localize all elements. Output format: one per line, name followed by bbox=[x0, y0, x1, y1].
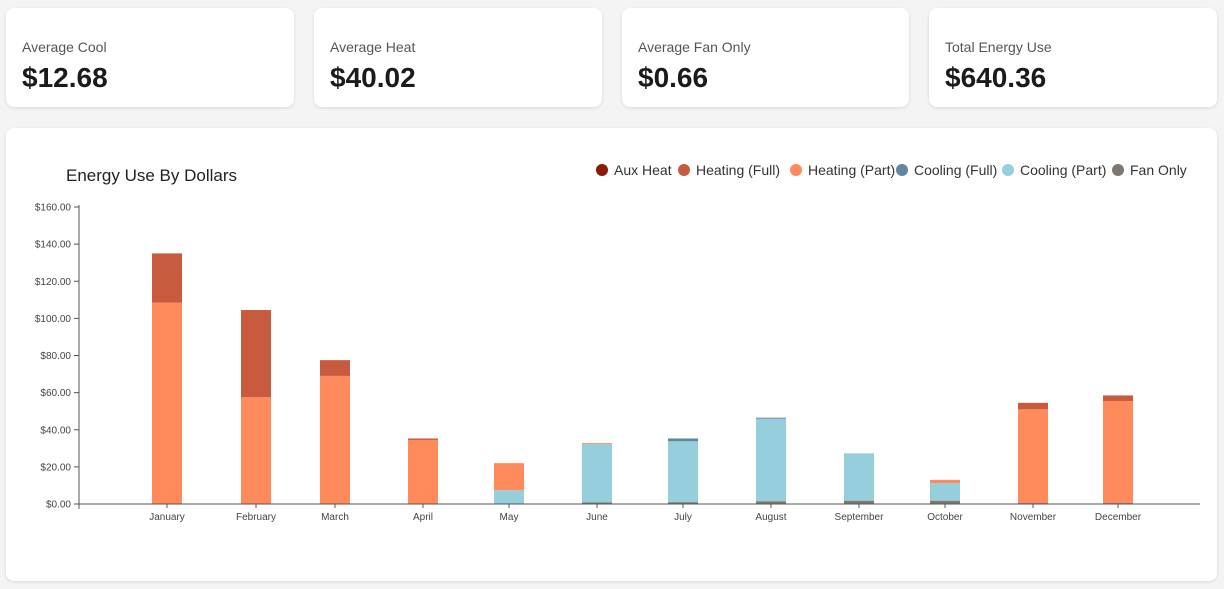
bar-segment-fan-only bbox=[668, 502, 698, 504]
y-tick-label: $160.00 bbox=[35, 203, 72, 214]
bar-segment-heating-full bbox=[1018, 402, 1048, 410]
x-tick-label: July bbox=[674, 512, 692, 523]
y-tick-label: $40.00 bbox=[40, 425, 71, 436]
bar-segment-fan-only bbox=[930, 500, 960, 504]
y-tick-label: $140.00 bbox=[35, 240, 72, 251]
stat-card-average-heat: Average Heat $40.02 bbox=[314, 8, 602, 107]
x-tick-label: September bbox=[835, 512, 885, 523]
bar-segment-heating-part bbox=[1103, 400, 1133, 504]
legend-label: Cooling (Full) bbox=[914, 162, 997, 178]
y-tick-label: $100.00 bbox=[35, 314, 72, 325]
bar-segment-heating-full bbox=[1103, 395, 1133, 401]
y-tick-label: $120.00 bbox=[35, 277, 72, 288]
stat-value: $0.66 bbox=[638, 62, 709, 93]
legend-swatch bbox=[678, 164, 690, 176]
x-tick-label: October bbox=[927, 512, 963, 523]
bar-segment-heating-full bbox=[408, 438, 438, 440]
y-tick-label: $0.00 bbox=[46, 500, 71, 511]
bar-segment-cooling-part bbox=[582, 444, 612, 503]
chart-legend: Aux Heat Heating (Full) Heating (Part) Cool… bbox=[596, 162, 1187, 178]
y-tick-label: $20.00 bbox=[40, 462, 71, 473]
x-tick-label: November bbox=[1010, 512, 1057, 523]
chart-bars bbox=[152, 253, 1133, 504]
bar-segment-fan-only bbox=[756, 501, 786, 504]
x-tick-label: March bbox=[321, 512, 349, 523]
energy-chart-card: Energy Use By Dollars Aux Heat Heating (F… bbox=[6, 128, 1217, 581]
bar-segment-cooling-part bbox=[756, 418, 786, 502]
bar-segment-heating-part bbox=[582, 443, 612, 445]
legend-label: Fan Only bbox=[1130, 162, 1187, 178]
x-tick-label: January bbox=[149, 512, 185, 523]
bar-segment-heating-part bbox=[408, 439, 438, 504]
bar-segment-heating-part bbox=[494, 463, 524, 491]
x-tick-label: June bbox=[586, 512, 608, 523]
x-tick-label: May bbox=[500, 512, 519, 523]
stat-value: $40.02 bbox=[330, 62, 416, 93]
x-tick-label: April bbox=[413, 512, 433, 523]
legend-swatch bbox=[1112, 164, 1124, 176]
bar-segment-heating-part bbox=[152, 302, 182, 504]
legend-label: Cooling (Part) bbox=[1020, 162, 1106, 178]
bar-segment-heating-part bbox=[241, 397, 271, 504]
chart-title: Energy Use By Dollars bbox=[66, 166, 237, 185]
x-tick-label: August bbox=[755, 512, 786, 523]
stat-card-average-fan-only: Average Fan Only $0.66 bbox=[622, 8, 909, 107]
y-axis: $0.00 $20.00 $40.00 $60.00 $80.00 $100.00 $120… bbox=[35, 203, 80, 511]
bar-segment-heating-part bbox=[1018, 409, 1048, 504]
stat-card-total-energy-use: Total Energy Use $640.36 bbox=[929, 8, 1217, 107]
stat-value: $12.68 bbox=[22, 62, 108, 93]
bar-segment-cooling-part bbox=[844, 453, 874, 501]
bar-segment-fan-only bbox=[844, 500, 874, 504]
stat-label: Average Fan Only bbox=[638, 39, 751, 55]
stat-label: Average Cool bbox=[22, 39, 107, 55]
legend-swatch bbox=[596, 164, 608, 176]
x-tick-label: December bbox=[1095, 512, 1142, 523]
bar-segment-cooling-full bbox=[756, 417, 786, 419]
legend-label: Heating (Part) bbox=[808, 162, 895, 178]
bar-segment-heating-part bbox=[320, 375, 350, 504]
bar-segment-cooling-part bbox=[930, 483, 960, 501]
bar-segment-cooling-full bbox=[668, 438, 698, 442]
stat-card-average-cool: Average Cool $12.68 bbox=[6, 8, 294, 107]
stat-label: Average Heat bbox=[330, 39, 416, 55]
stat-label: Total Energy Use bbox=[945, 39, 1052, 55]
legend-label: Aux Heat bbox=[614, 162, 672, 178]
legend-swatch bbox=[790, 164, 802, 176]
y-tick-label: $60.00 bbox=[40, 388, 71, 399]
legend-swatch bbox=[1002, 164, 1014, 176]
y-tick-label: $80.00 bbox=[40, 351, 71, 362]
bar-segment-heating-full bbox=[241, 310, 271, 398]
energy-chart: Energy Use By Dollars Aux Heat Heating (F… bbox=[35, 162, 1200, 523]
bar-segment-heating-full bbox=[320, 360, 350, 376]
legend-label: Heating (Full) bbox=[696, 162, 780, 178]
bar-segment-cooling-part bbox=[494, 490, 524, 504]
bar-segment-cooling-part bbox=[668, 441, 698, 503]
x-tick-label: February bbox=[236, 512, 276, 523]
bar-segment-fan-only bbox=[582, 502, 612, 504]
legend-swatch bbox=[896, 164, 908, 176]
x-axis: January February March April May June July Augu… bbox=[78, 503, 1200, 523]
stat-value: $640.36 bbox=[945, 62, 1047, 93]
bar-segment-heating-part bbox=[930, 479, 960, 484]
bar-segment-heating-full bbox=[152, 253, 182, 303]
